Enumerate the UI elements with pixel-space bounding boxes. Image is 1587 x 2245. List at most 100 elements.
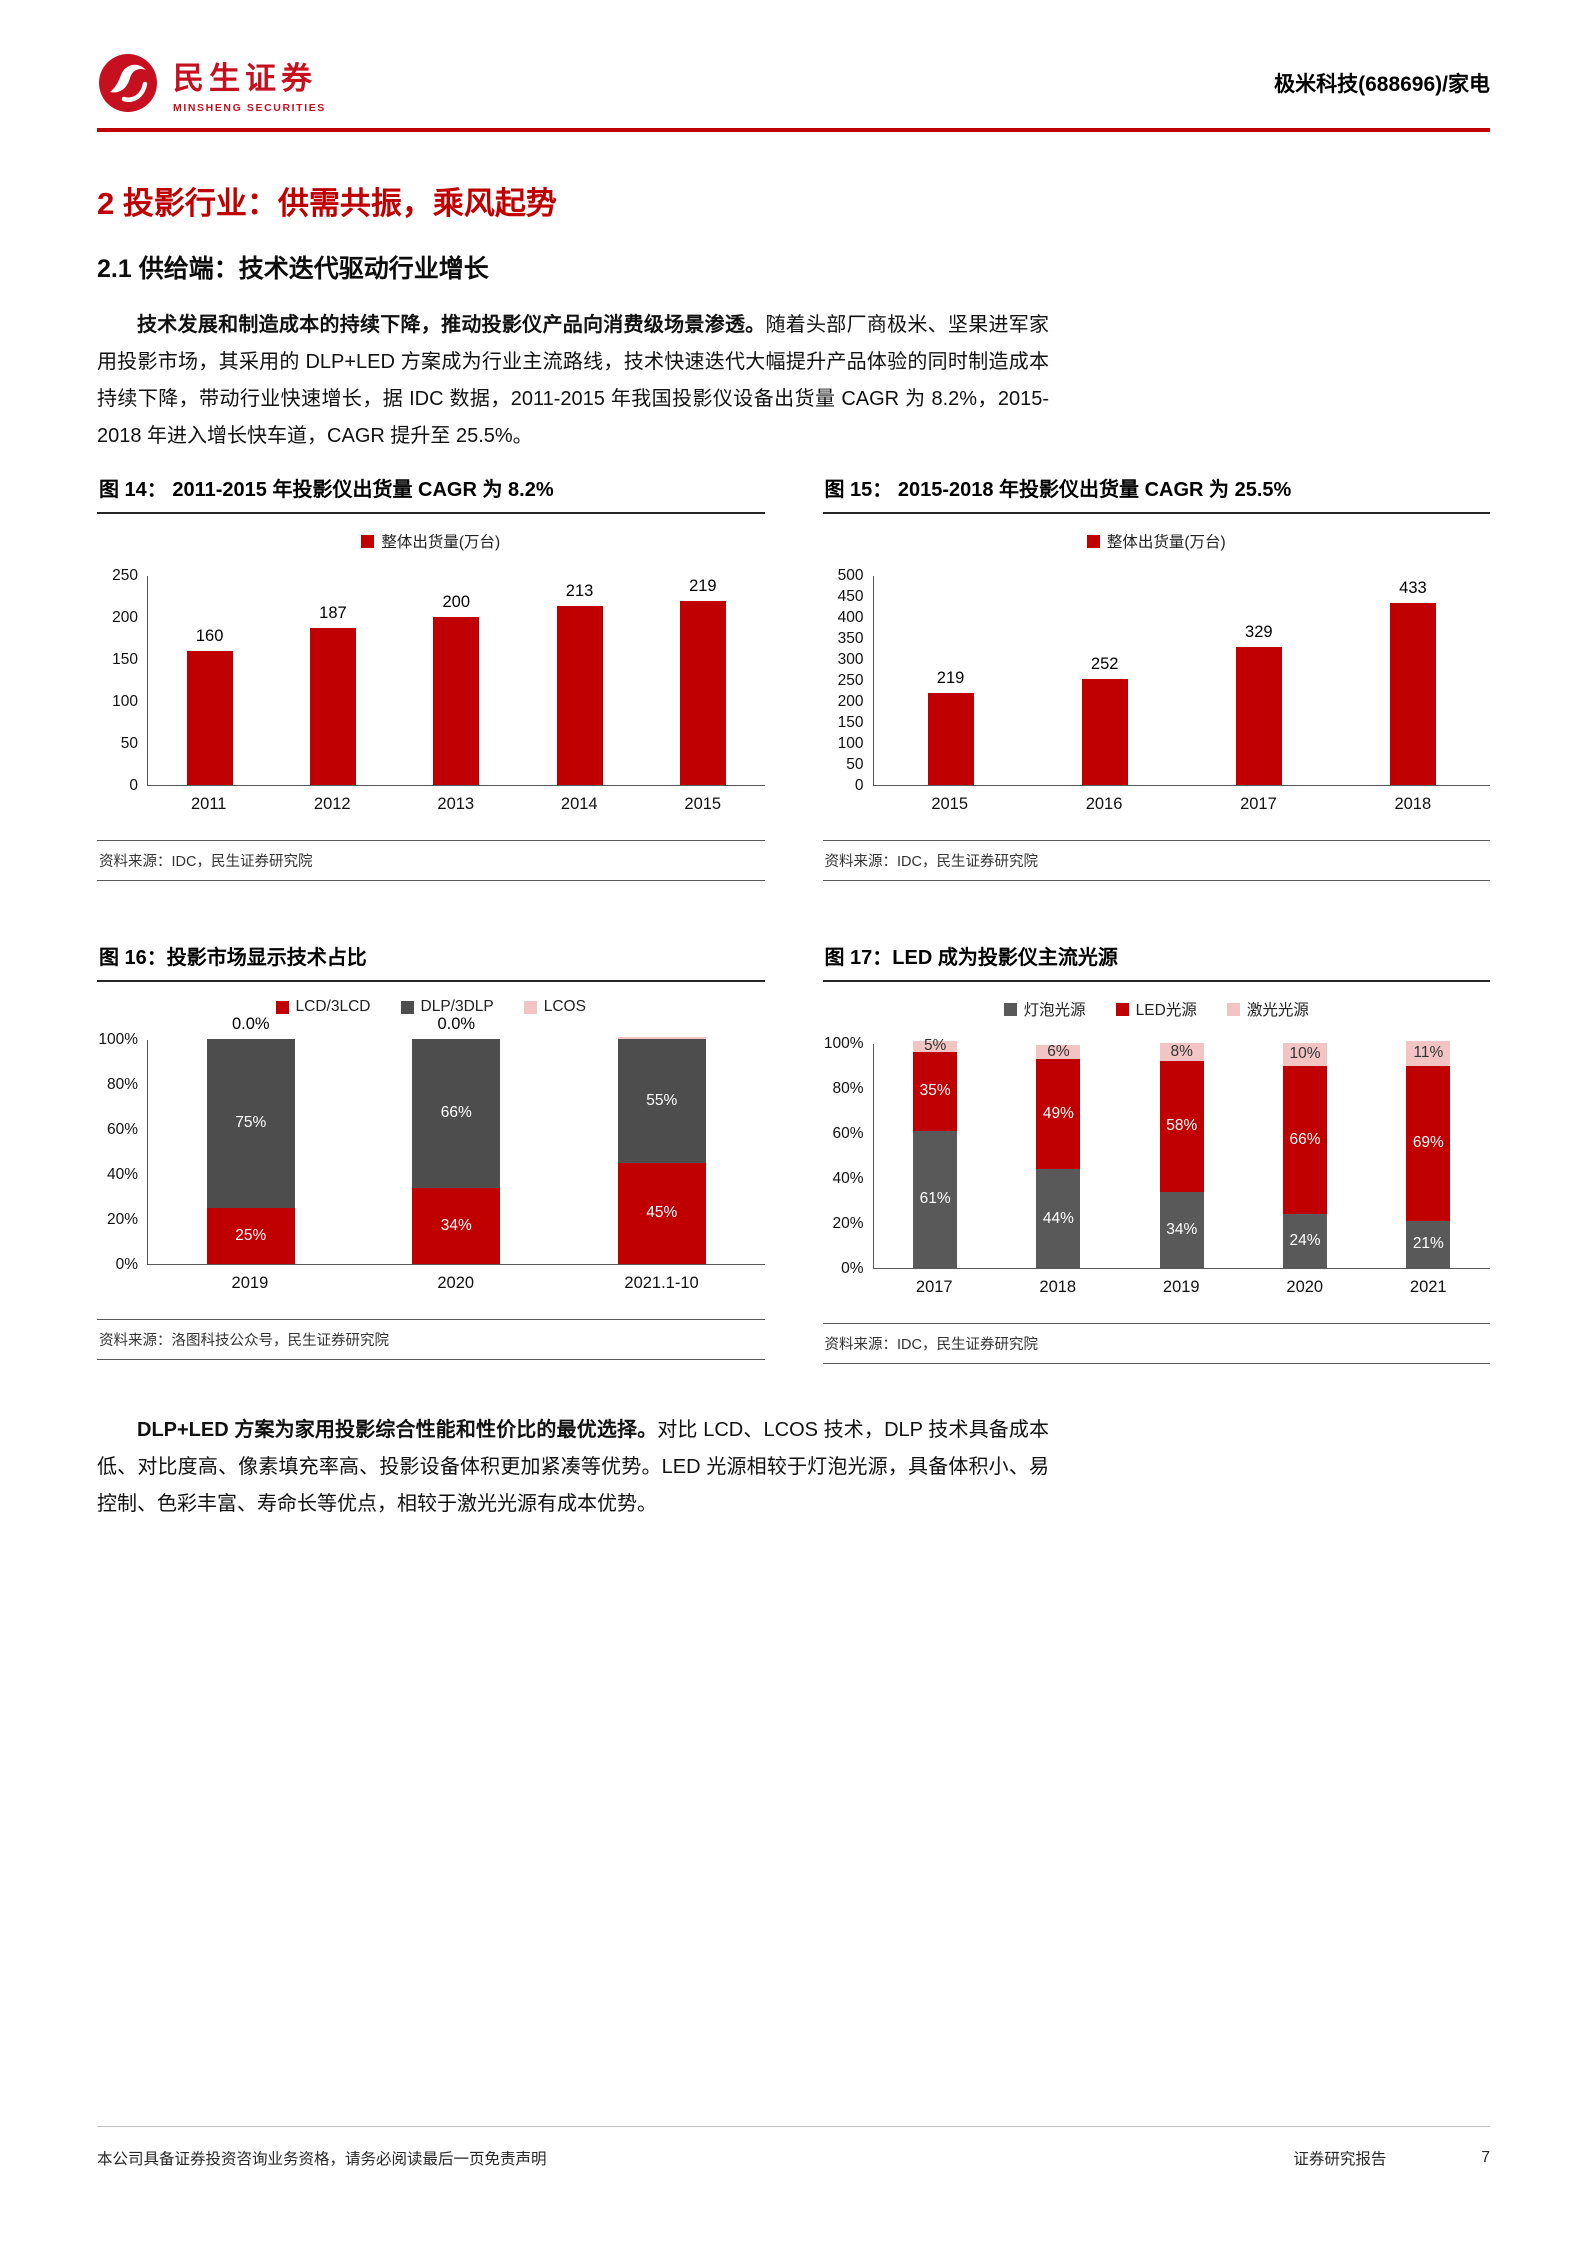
bars-row: 219 252 329 433 [874,576,1491,785]
figure-15-title: 图 15： 2015-2018 年投影仪出货量 CAGR 为 25.5% [822,469,1490,514]
y-tick-label: 50 [120,735,138,752]
legend-swatch-icon [361,534,375,548]
bar-column: 200 [433,576,480,785]
figure-17-source-note: 资料来源：IDC，民生证券研究院 [822,1323,1490,1364]
bar-segment-label: 49% [1042,1104,1074,1122]
y-tick-label: 20% [832,1215,864,1232]
bar-column: 252 [1081,576,1128,785]
bar-column: 25% 75% 0.0% [206,1015,295,1264]
x-tick-label: 2014 [560,795,598,813]
legend-item: 整体出货量(万台) [1086,530,1226,552]
bar-segment-label: 24% [1289,1232,1321,1249]
legend-swatch-icon [275,1000,289,1014]
chart-legend: LCD/3LCD DLP/3DLP LCOS [97,998,765,1016]
bar-segment: 58% [1159,1061,1204,1192]
y-axis: 100% 80% 60% 40% 20% 0% [97,1031,147,1273]
plot-canvas: 219 252 329 433 [872,576,1491,786]
legend-swatch-icon [1226,1002,1240,1016]
legend-swatch-icon [1003,1002,1017,1016]
bar-segment [1389,603,1436,785]
x-tick-label: 2011 [191,795,227,813]
x-axis-labels: 2017 2018 2019 2020 2021 [873,1278,1491,1297]
bar-segment: 45% [617,1162,706,1264]
y-tick-label: 80% [106,1076,138,1093]
legend-label: 激光光源 [1246,1002,1309,1019]
y-tick-label: 400 [837,609,864,626]
figure-14-bar-chart: 整体出货量(万台) 250 200 150 100 50 0 160 187 200 213 219 2… [97,530,765,814]
legend-item: 灯泡光源 [1003,998,1086,1020]
legend-label: 灯泡光源 [1023,1002,1086,1019]
figure-17-stacked-bar-chart: 灯泡光源 LED光源 激光光源 100% 80% 60% 40% 20% 0% 61% 35% 5% 4… [823,998,1491,1297]
bar-column: 21% 69% 11% [1406,1040,1451,1268]
bar-segment [186,650,233,785]
footer-disclaimer: 本公司具备证券投资咨询业务资格，请务必阅读最后一页免责声明 [97,2151,547,2168]
bar-segment [927,693,974,785]
page-content: 民生证券 MINSHENG SECURITIES 极米科技(688696)/家电… [97,52,1491,1523]
bar-segment: 66% [1283,1065,1328,1214]
bar-segment [1081,679,1128,785]
footer-page-number: 7 [1481,2149,1490,2166]
figure-15-source-note: 资料来源：IDC，民生证券研究院 [822,840,1490,881]
y-tick-label: 500 [837,567,864,584]
figure-16: 图 16：投影市场显示技术占比 LCD/3LCD DLP/3DLP LCOS 100%… [97,937,765,1364]
bars-row: 61% 35% 5% 44% 49% 6% 34% 58% 8% 24% 66% 10% 21% 69% 1… [874,1037,1491,1268]
plot-canvas: 61% 35% 5% 44% 49% 6% 34% 58% 8% 24% 66% 10% 21% 69% 1… [872,1037,1491,1269]
bar-segment-label: 11% [1413,1044,1444,1062]
x-axis-labels: 2011 2012 2013 2014 2015 [147,795,765,814]
x-tick-label: 2019 [231,1274,269,1292]
figure-15-bar-chart: 整体出货量(万台) 500 450 400 350 300 250 200 150 100 50 0 2… [823,530,1491,814]
chart-legend: 整体出货量(万台) [97,530,765,552]
x-axis-labels: 2015 2016 2017 2018 [873,795,1491,814]
legend-item: LED光源 [1115,998,1197,1020]
y-tick-label: 350 [837,630,864,647]
bar-value-label: 0.0% [437,1015,476,1033]
bar-column: 329 [1235,576,1282,785]
legend-swatch-icon [523,1000,537,1014]
x-tick-label: 2019 [1162,1278,1200,1296]
y-tick-label: 0 [854,777,864,794]
y-tick-label: 40% [106,1166,138,1183]
figure-14: 图 14： 2011-2015 年投影仪出货量 CAGR 为 8.2% 整体出货… [97,469,765,881]
bar-segment: 75% [206,1039,295,1208]
plot-canvas: 25% 75% 0.0% 34% 66% 0.0% 45% 55% [147,1015,765,1265]
x-tick-label: 2017 [1240,795,1277,813]
bar-segment [309,627,356,785]
bar-segment-label: 75% [235,1114,267,1132]
analysis-paragraph: DLP+LED 方案为家用投影综合性能和性价比的最优选择。对比 LCD、LCOS… [97,1412,1049,1523]
bar-segment-label: 8% [1170,1043,1193,1060]
y-tick-label: 60% [832,1125,864,1142]
y-tick-label: 450 [837,588,864,605]
legend-swatch-icon [1086,534,1100,548]
y-tick-label: 150 [112,651,138,668]
brand-name-en: MINSHENG SECURITIES [173,101,326,114]
bar-segment: 66% [412,1039,501,1188]
bar-segment: 11% [1406,1040,1451,1066]
chart-legend: 整体出货量(万台) [823,530,1491,552]
bar-column: 34% 66% 0.0% [412,1015,501,1264]
x-tick-label: 2018 [1394,795,1432,813]
y-tick-label: 250 [837,672,864,689]
bar-segment: 69% [1406,1065,1451,1221]
y-tick-label: 100 [837,735,864,752]
bar-segment: 25% [206,1207,295,1264]
chart-legend: 灯泡光源 LED光源 激光光源 [823,998,1491,1020]
bar-value-label: 213 [565,582,594,601]
legend-item: DLP/3DLP [400,998,494,1016]
bar-column: 219 [927,576,974,785]
x-tick-label: 2021.1-10 [624,1274,699,1292]
footer-report-type: 证券研究报告 [1293,2151,1387,2168]
x-tick-label: 2015 [931,795,969,813]
page-header: 民生证券 MINSHENG SECURITIES 极米科技(688696)/家电 [97,52,1490,114]
y-tick-label: 20% [106,1211,138,1228]
figure-16-title: 图 16：投影市场显示技术占比 [97,937,765,982]
minsheng-logo-icon [99,54,157,112]
bar-segment-label: 10% [1289,1045,1321,1063]
bar-segment: 24% [1283,1214,1328,1268]
bar-segment-label: 66% [1289,1130,1321,1148]
plot-canvas: 160 187 200 213 219 [147,576,765,786]
x-tick-label: 2013 [437,795,475,813]
plot-row: 100% 80% 60% 40% 20% 0% 25% 75% 0.0% 34% 66% 0.0% 45… [97,1015,765,1273]
bar-value-label: 433 [1399,579,1427,598]
bar-column: 213 [556,576,603,785]
